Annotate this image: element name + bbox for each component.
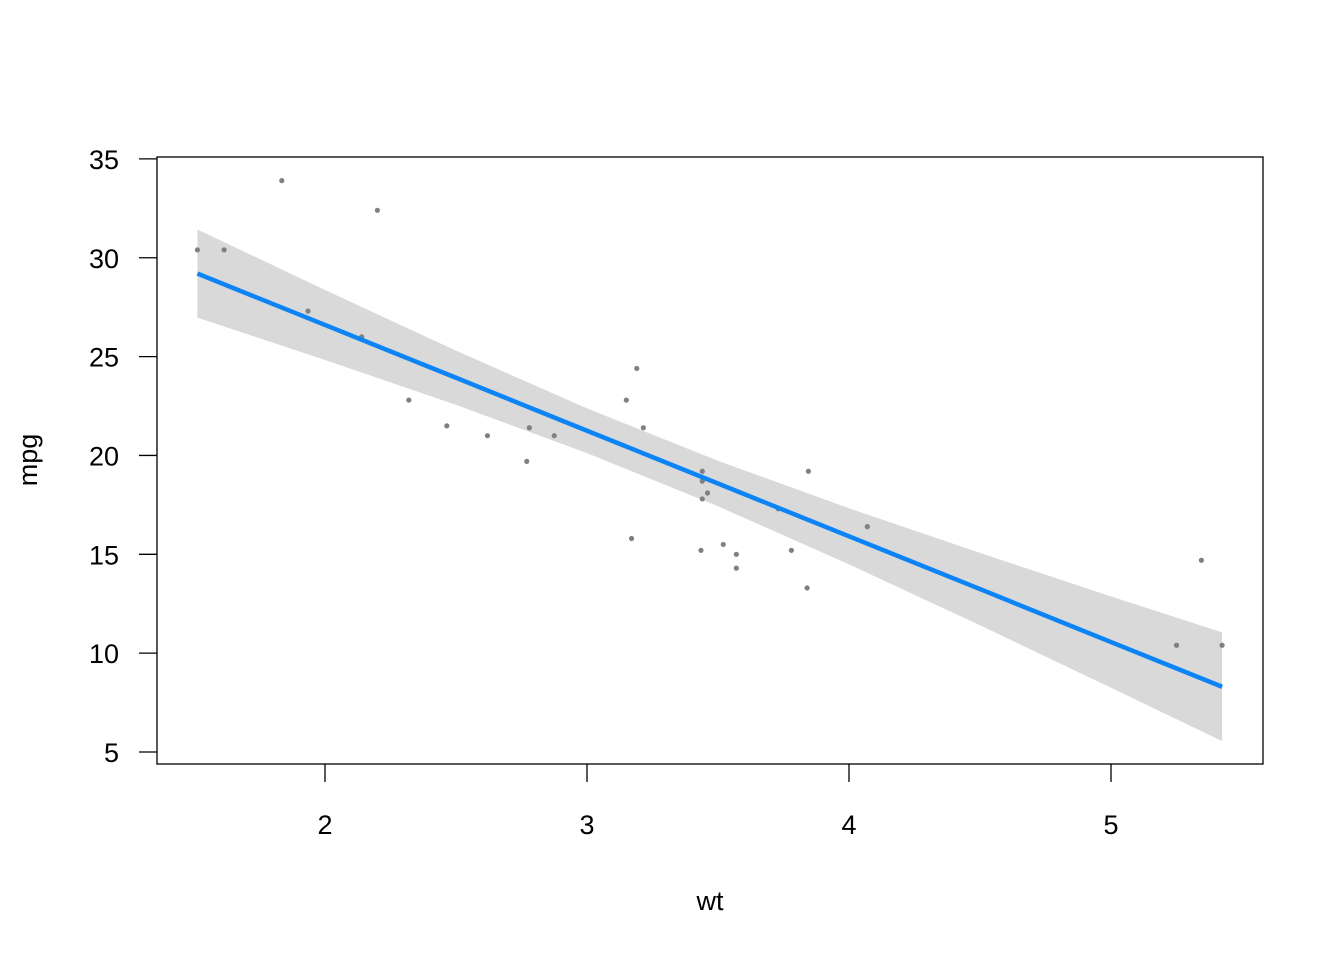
data-point [698,547,704,553]
data-point [279,178,285,184]
plot-frame [156,156,1264,765]
points-layer [194,178,1225,648]
data-point [444,423,450,429]
data-point [733,565,739,571]
x-tick-label: 5 [1103,810,1118,840]
data-point [788,547,794,553]
y-axis-label: mpg [13,434,43,487]
data-point [628,535,635,542]
data-point [374,207,380,213]
y-tick-label: 35 [89,145,119,175]
data-point [804,585,810,591]
data-point [1198,557,1204,563]
x-tick-label: 2 [317,810,332,840]
data-point [221,247,227,253]
x-tick-label: 4 [841,810,856,840]
data-point [524,458,530,464]
fit-line-layer [196,271,1223,689]
data-point [1219,642,1225,648]
data-point [699,496,705,502]
data-point [305,308,311,314]
y-tick-label: 20 [89,441,119,471]
y-axis: 5 10 15 20 25 30 35 [89,145,157,768]
data-point [699,468,705,474]
y-tick-label: 25 [89,343,119,373]
data-point [704,490,711,496]
data-point [640,425,646,431]
y-tick-label: 10 [89,639,119,669]
data-point [864,524,870,530]
y-tick-label: 15 [89,540,119,570]
y-tick-label: 5 [104,738,119,768]
x-axis: 2 3 4 5 [317,764,1119,840]
data-point [526,425,532,431]
confidence-band-layer [197,229,1223,742]
data-point [194,247,201,253]
data-point [634,365,640,372]
x-axis-label: wt [696,886,724,916]
data-point [1173,642,1180,648]
x-tick-label: 3 [579,810,594,840]
data-point [805,468,811,474]
data-point [623,397,629,403]
data-point [720,541,726,548]
fit-line [196,271,1223,689]
data-point [406,397,412,403]
y-tick-label: 30 [89,244,119,274]
confidence-band [197,229,1223,742]
data-point [551,433,557,439]
data-point [484,433,491,439]
data-point [733,551,739,557]
